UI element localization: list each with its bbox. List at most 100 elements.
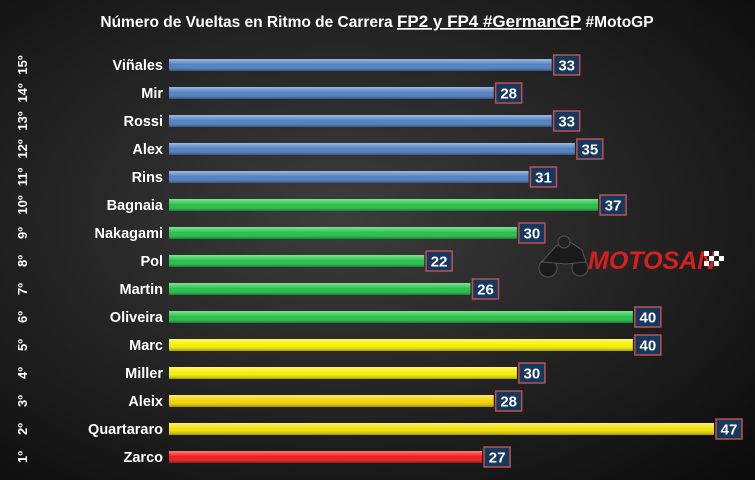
rank-label: 4º xyxy=(15,367,30,379)
rider-label: Zarco xyxy=(124,450,164,466)
rank-label: 13º xyxy=(15,111,30,130)
value-label: 22 xyxy=(431,254,448,271)
checkered-flag-icon xyxy=(704,251,724,266)
bar-row: 2º Quartararo 47 xyxy=(15,418,743,440)
rider-label: Miller xyxy=(125,366,163,382)
rider-label: Alex xyxy=(132,142,163,158)
rider-label: Viñales xyxy=(112,58,163,74)
title-part-2: FP2 y FP4 #GermanGP xyxy=(397,12,581,31)
bar-shading xyxy=(169,59,552,71)
value-label: 30 xyxy=(524,226,541,243)
rank-label: 14º xyxy=(15,83,30,102)
bar-row: 14º Mir 28 xyxy=(15,82,523,104)
title-part-3: #MotoGP xyxy=(581,14,653,31)
bar-row: 13º Rossi 33 xyxy=(15,110,581,132)
rider-label: Aleix xyxy=(128,394,163,410)
value-box xyxy=(518,222,546,244)
rank-label: 6º xyxy=(15,311,30,323)
rider-label: Mir xyxy=(141,86,163,102)
bar-shading xyxy=(169,395,494,407)
chart-title: Número de Vueltas en Ritmo de Carrera FP… xyxy=(100,12,653,31)
bar-shading xyxy=(169,451,483,463)
value-label: 40 xyxy=(639,310,656,327)
motorcycle-rider-icon xyxy=(538,235,589,278)
value-label: 30 xyxy=(524,366,541,383)
rider-label: Oliveira xyxy=(110,310,164,326)
rider-label: Nakagami xyxy=(94,226,163,242)
rider-label: Rossi xyxy=(124,114,164,130)
value-label: 37 xyxy=(605,198,622,215)
bar-row: 15º Viñales 33 xyxy=(15,54,581,76)
value-label: 47 xyxy=(721,422,738,439)
rider-label: Martin xyxy=(120,282,164,298)
bar-shading xyxy=(169,255,425,267)
rank-label: 12º xyxy=(15,139,30,158)
bar-row: 7º Martin 26 xyxy=(15,278,500,300)
value-box xyxy=(425,250,453,272)
value-box xyxy=(483,446,511,468)
rider-label: Marc xyxy=(129,338,163,354)
title-part-1: Número de Vueltas en Ritmo de Carrera xyxy=(100,14,397,31)
rank-label: 11º xyxy=(15,168,30,187)
rider-label: Rins xyxy=(132,170,163,186)
bar-shading xyxy=(169,199,599,211)
bar-shading xyxy=(169,87,494,99)
bar-row: 1º Zarco 27 xyxy=(15,446,511,468)
bar-shading xyxy=(169,143,575,155)
bar-shading xyxy=(169,311,633,323)
value-label: 31 xyxy=(535,170,552,187)
rank-label: 8º xyxy=(15,255,30,267)
value-box xyxy=(529,166,558,188)
bar-shading xyxy=(169,367,517,379)
bar-row: 12º Alex 35 xyxy=(15,138,604,160)
bar-row: 4º Miller 30 xyxy=(15,362,546,384)
value-box xyxy=(552,54,581,76)
rank-label: 7º xyxy=(15,283,30,295)
value-box xyxy=(552,110,581,132)
motosan-logo: MOTOSAN xyxy=(538,235,724,278)
value-box xyxy=(634,334,662,356)
value-label: 26 xyxy=(477,282,494,299)
rider-label: Quartararo xyxy=(88,422,163,438)
rider-label: Bagnaia xyxy=(107,198,164,214)
bar-row: 6º Oliveira 40 xyxy=(15,306,662,328)
rank-label: 10º xyxy=(15,195,30,214)
value-box xyxy=(518,362,546,384)
bar-row: 10º Bagnaia 37 xyxy=(15,194,627,216)
rank-label: 9º xyxy=(15,227,30,239)
value-label: 33 xyxy=(558,114,575,131)
value-box xyxy=(494,390,523,412)
value-label: 28 xyxy=(500,86,517,103)
value-box xyxy=(471,278,500,300)
rider-label: Pol xyxy=(140,254,163,270)
rank-label: 3º xyxy=(15,395,30,407)
bar-shading xyxy=(169,227,517,239)
value-box xyxy=(599,194,627,216)
bar-shading xyxy=(169,283,471,295)
value-box xyxy=(576,138,604,160)
bar-row: 8º Pol 22 xyxy=(15,250,453,272)
value-label: 27 xyxy=(489,450,506,467)
value-label: 40 xyxy=(639,338,656,355)
bar-row: 9º Nakagami 30 xyxy=(15,222,546,244)
bar-shading xyxy=(169,115,552,127)
logo-text: MOTOSAN xyxy=(588,247,716,275)
rank-label: 5º xyxy=(15,339,30,351)
bar-row: 3º Aleix 28 xyxy=(15,390,523,412)
rank-label: 2º xyxy=(15,423,30,435)
bar-row: 11º Rins 31 xyxy=(15,166,558,188)
bar-shading xyxy=(169,423,714,435)
rank-label: 15º xyxy=(15,55,30,74)
value-box xyxy=(715,418,743,440)
value-label: 28 xyxy=(500,394,517,411)
value-label: 33 xyxy=(558,58,575,75)
bar-shading xyxy=(169,171,529,183)
value-box xyxy=(634,306,662,328)
value-box xyxy=(494,82,523,104)
rank-label: 1º xyxy=(15,451,30,463)
value-label: 35 xyxy=(582,142,599,159)
bar-shading xyxy=(169,339,633,351)
bar-row: 5º Marc 40 xyxy=(15,334,662,356)
